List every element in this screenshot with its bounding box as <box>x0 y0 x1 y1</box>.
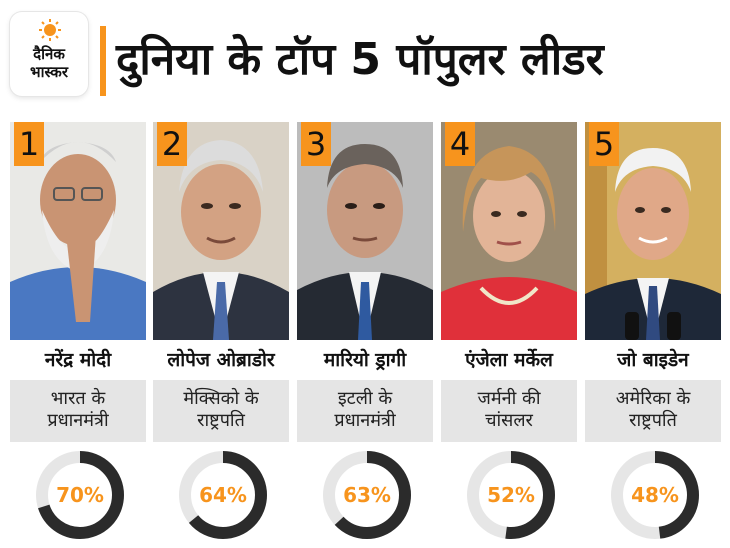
logo-line-1: दैनिक <box>33 45 65 63</box>
approval-donut: 70% <box>36 451 124 539</box>
role-line-2: प्रधानमंत्री <box>47 410 109 431</box>
role-line-2: राष्ट्रपति <box>629 410 677 431</box>
role-line-2: राष्ट्रपति <box>197 410 245 431</box>
leader-role: जर्मनी की चांसलर <box>441 380 577 442</box>
leader-name: मारियो ड्रागी <box>323 349 407 371</box>
approval-donut: 48% <box>611 451 699 539</box>
leader-name: लोपेज ओब्राडोर <box>167 349 275 371</box>
leader-photo-obrador <box>153 122 289 340</box>
role-line-1: अमेरिका के <box>615 388 691 409</box>
approval-donut: 52% <box>467 451 555 539</box>
rank-badge: 3 <box>301 122 331 166</box>
logo-line-2: भास्कर <box>30 63 68 81</box>
role-line-1: भारत के <box>50 388 106 409</box>
leader-role: इटली के प्रधानमंत्री <box>297 380 433 442</box>
sun-icon <box>39 19 61 41</box>
role-line-1: मेक्सिको के <box>183 388 259 409</box>
dainik-bhaskar-logo: दैनिक भास्कर <box>10 12 88 96</box>
approval-percent: 52% <box>487 483 535 507</box>
approval-percent: 63% <box>343 483 391 507</box>
approval-donut: 63% <box>323 451 411 539</box>
page-title: दुनिया के टॉप 5 पॉपुलर लीडर <box>116 34 604 85</box>
leader-name: जो बाइडेन <box>617 349 689 371</box>
role-line-1: इटली के <box>337 388 393 409</box>
role-line-2: चांसलर <box>485 410 533 431</box>
title-accent-bar <box>100 26 106 96</box>
leader-role: मेक्सिको के राष्ट्रपति <box>153 380 289 442</box>
rank-badge: 4 <box>445 122 475 166</box>
rank-badge: 1 <box>14 122 44 166</box>
leader-name: नरेंद्र मोदी <box>44 349 112 371</box>
leader-role: अमेरिका के राष्ट्रपति <box>585 380 721 442</box>
approval-donut: 64% <box>179 451 267 539</box>
leader-role: भारत के प्रधानमंत्री <box>10 380 146 442</box>
leader-name: एंजेला मर्केल <box>465 349 553 371</box>
rank-badge: 5 <box>589 122 619 166</box>
role-line-1: जर्मनी की <box>477 388 541 409</box>
approval-percent: 64% <box>199 483 247 507</box>
rank-badge: 2 <box>157 122 187 166</box>
role-line-2: प्रधानमंत्री <box>334 410 396 431</box>
approval-percent: 48% <box>631 483 679 507</box>
approval-percent: 70% <box>56 483 104 507</box>
